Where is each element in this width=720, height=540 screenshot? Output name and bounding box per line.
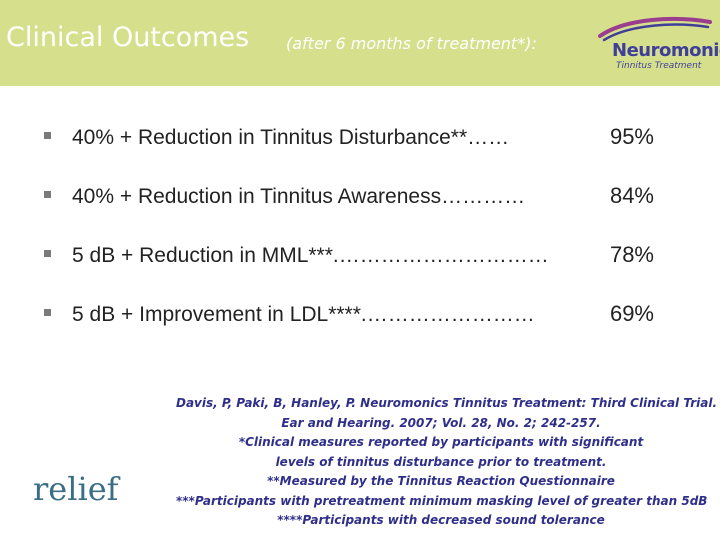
outcome-value: 78% — [609, 242, 654, 267]
outcome-value: 69% — [609, 301, 654, 326]
list-item: 40% + Reduction in Tinnitus Awareness………… — [44, 181, 664, 240]
neuromonics-logo: Neuromonics Tinnitus Treatment — [596, 14, 720, 74]
logo-name: Neuromonics — [612, 40, 720, 61]
citation-block: Davis, P, Paki, B, Hanley, P. Neuromonic… — [176, 394, 718, 531]
outcome-label: 5 dB + Improvement in LDL****.…………………… — [72, 303, 535, 326]
bullet-square-icon — [44, 132, 51, 139]
page-title: Clinical Outcomes — [6, 22, 250, 53]
citation-line: *Clinical measures reported by participa… — [238, 435, 644, 449]
logo-tagline: Tinnitus Treatment — [616, 61, 702, 71]
list-item: 5 dB + Improvement in LDL****.…………………… 6… — [44, 299, 664, 358]
citation-line: levels of tinnitus disturbance prior to … — [275, 454, 607, 469]
bullet-square-icon — [44, 191, 51, 198]
list-item: 40% + Reduction in Tinnitus Disturbance*… — [44, 122, 664, 181]
page-subtitle: (after 6 months of treatment*): — [286, 34, 537, 53]
outcome-label: 40% + Reduction in Tinnitus Disturbance*… — [72, 126, 510, 149]
bullet-square-icon — [44, 250, 51, 257]
citation-line: **Measured by the Tinnitus Reaction Ques… — [267, 474, 615, 488]
citation-line: ****Participants with decreased sound to… — [277, 513, 605, 527]
bullet-square-icon — [44, 309, 51, 316]
relief-wordmark: relief — [33, 470, 119, 508]
citation-line: Ear and Hearing. 2007; Vol. 28, No. 2; 2… — [281, 415, 601, 430]
outcome-value: 95% — [609, 124, 654, 149]
list-item: 5 dB + Reduction in MML***.………………………… 78… — [44, 240, 664, 299]
outcome-value: 84% — [609, 183, 654, 208]
citation-line: Davis, P, Paki, B, Hanley, P. Neuromonic… — [176, 396, 718, 410]
outcomes-list: 40% + Reduction in Tinnitus Disturbance*… — [44, 122, 664, 358]
logo-swoosh-icon — [598, 17, 712, 42]
outcome-label: 5 dB + Reduction in MML***.………………………… — [72, 244, 549, 267]
outcome-label: 40% + Reduction in Tinnitus Awareness………… — [72, 185, 526, 208]
header-bar: Clinical Outcomes (after 6 months of tre… — [0, 0, 720, 86]
citation-line: ***Participants with pretreatment minimu… — [176, 493, 708, 508]
